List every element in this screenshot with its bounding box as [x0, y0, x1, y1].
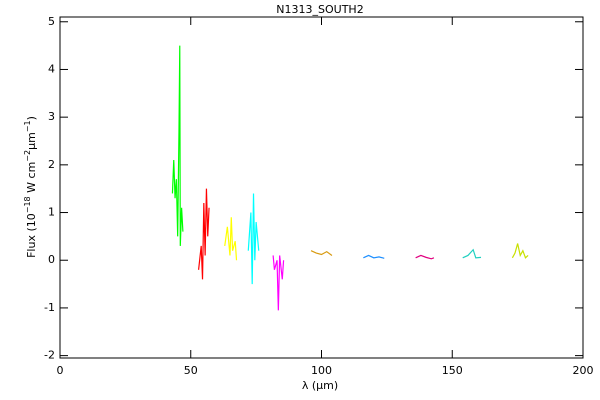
y-label-part: )	[25, 116, 38, 120]
spectrum-line	[247, 193, 260, 285]
spectrum-line	[224, 217, 238, 261]
y-label-part: −2	[23, 150, 32, 162]
x-label-part: μm	[316, 379, 334, 392]
x-axis-label: λ (μm)	[302, 379, 338, 392]
spectrum-line	[197, 188, 210, 280]
spectrum-line	[310, 250, 333, 256]
y-label-part: μm	[25, 132, 38, 150]
spectrum-line	[462, 248, 482, 259]
y-tick-label: 2	[48, 158, 55, 171]
y-tick-label: 4	[48, 62, 55, 75]
y-label-part: −18	[23, 196, 32, 213]
y-axis-label: Flux (10−18 W cm−2μm−1)	[23, 116, 38, 258]
x-label-part: )	[334, 379, 338, 392]
spectrum-line	[272, 255, 285, 311]
x-tick-label: 0	[57, 364, 64, 377]
y-tick-label: -1	[44, 301, 55, 314]
y-label-part: −1	[23, 120, 32, 132]
spectrum-line	[511, 243, 529, 259]
x-tick-label: 150	[442, 364, 463, 377]
spectrum-line	[363, 254, 385, 259]
spectrum-line	[171, 45, 184, 246]
y-tick-label: 3	[48, 110, 55, 123]
y-label-part: Flux (10	[25, 213, 38, 258]
y-label-part: W cm	[25, 162, 38, 197]
x-tick-label: 100	[311, 364, 332, 377]
y-tick-label: 0	[48, 253, 55, 266]
x-tick-label: 200	[573, 364, 594, 377]
y-tick-label: 1	[48, 206, 55, 219]
x-tick-label: 50	[184, 364, 198, 377]
spectrum-line	[415, 254, 435, 260]
y-tick-label: -2	[44, 349, 55, 362]
y-tick-label: 5	[48, 15, 55, 28]
x-label-part: λ (	[302, 379, 316, 392]
chart-title: N1313_SOUTH2	[276, 3, 363, 16]
